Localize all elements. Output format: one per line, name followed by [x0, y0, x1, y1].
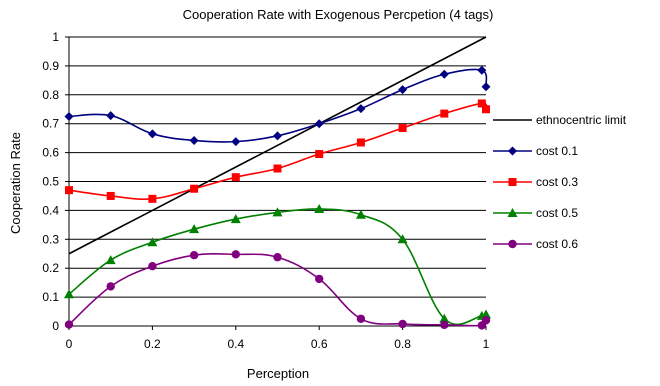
data-point — [356, 104, 366, 114]
series-cost-0-6 — [64, 250, 491, 330]
data-point — [314, 119, 324, 129]
data-point — [231, 173, 240, 182]
data-point — [440, 109, 449, 118]
chart-title: Cooperation Rate with Exogenous Percpeti… — [183, 7, 494, 22]
y-tick-label: 1 — [52, 30, 59, 44]
data-point — [440, 320, 449, 330]
series-line — [68, 36, 487, 255]
y-tick-label: 0.7 — [42, 117, 59, 131]
data-point — [439, 313, 450, 323]
series-ethnocentric-limit — [68, 36, 487, 255]
x-tick-label: 0 — [66, 337, 73, 351]
y-tick-label: 0.1 — [42, 290, 59, 304]
data-point — [148, 261, 157, 271]
series-cost-0-3 — [65, 99, 490, 203]
legend-item: cost 0.6 — [493, 237, 578, 251]
x-tick-label: 0.2 — [144, 337, 161, 351]
data-point — [273, 164, 282, 173]
series-line — [68, 68, 488, 143]
legend-label: cost 0.3 — [536, 175, 578, 189]
data-point — [477, 99, 486, 108]
data-point — [105, 255, 116, 265]
data-point — [147, 237, 158, 247]
legend: ethnocentric limit cost 0.1 cost 0.3 cost 0… — [493, 113, 627, 251]
data-point — [273, 253, 282, 262]
data-point — [230, 214, 241, 224]
data-point — [106, 282, 115, 291]
data-point — [482, 105, 490, 114]
series-line — [68, 253, 488, 327]
data-point — [231, 137, 241, 147]
y-tick-label: 0.9 — [42, 59, 59, 73]
legend-marker — [507, 208, 518, 217]
y-tick-label: 0.6 — [42, 146, 59, 160]
data-point — [189, 224, 200, 234]
legend-marker — [508, 146, 517, 156]
data-point — [355, 209, 366, 219]
data-point — [189, 135, 199, 145]
series-layer — [64, 36, 491, 330]
x-tick-label: 0.6 — [311, 337, 328, 351]
x-tick-label: 0.4 — [227, 337, 244, 351]
data-point — [439, 69, 449, 79]
data-point — [481, 82, 491, 92]
data-point — [148, 194, 157, 203]
data-point — [481, 316, 491, 325]
y-tick-label: 0.2 — [42, 261, 59, 275]
data-point — [273, 131, 282, 141]
data-point — [477, 65, 487, 75]
data-point — [356, 314, 366, 323]
data-point — [106, 191, 115, 200]
data-point — [481, 309, 491, 319]
data-point — [64, 289, 74, 299]
data-point — [398, 319, 407, 329]
legend-item: ethnocentric limit — [493, 113, 627, 127]
tick-labels: 0 0.1 0.2 0.3 0.4 0.5 0.6 0.7 0.8 0.9 1 0 0.2 0.4 0.6 0… — [42, 30, 489, 351]
grid-lines — [69, 36, 486, 298]
series-cost-0-1 — [64, 65, 491, 147]
x-tick-label: 1 — [483, 337, 490, 351]
legend-label: cost 0.5 — [536, 206, 578, 220]
data-point — [315, 274, 324, 284]
legend-item: cost 0.1 — [493, 144, 578, 158]
data-point — [231, 250, 240, 259]
legend-label: cost 0.6 — [536, 237, 578, 251]
legend-item: cost 0.3 — [493, 175, 578, 189]
series-cost-0-5 — [64, 203, 491, 326]
y-tick-label: 0.5 — [42, 175, 59, 189]
x-tick-label: 0.8 — [394, 337, 411, 351]
data-point — [398, 85, 408, 95]
series-line — [68, 208, 488, 326]
data-point — [189, 250, 199, 260]
series-line — [68, 102, 488, 200]
data-point — [64, 320, 74, 329]
data-point — [106, 111, 116, 121]
y-tick-label: 0.4 — [42, 203, 59, 217]
legend-marker — [508, 178, 517, 186]
data-point — [315, 150, 324, 159]
data-point — [356, 138, 365, 147]
y-tick-label: 0.8 — [42, 88, 59, 102]
legend-marker — [508, 239, 517, 249]
data-point — [272, 207, 283, 217]
data-point — [147, 129, 157, 139]
y-axis-label: Cooperation Rate — [8, 132, 23, 234]
data-point — [398, 124, 407, 133]
data-point — [190, 184, 199, 193]
data-point — [65, 186, 73, 195]
y-tick-label: 0 — [52, 319, 59, 333]
legend-label: cost 0.1 — [536, 144, 578, 158]
data-point — [397, 234, 408, 244]
x-axis-label: Perception — [247, 366, 309, 381]
legend-item: cost 0.5 — [493, 206, 578, 220]
data-point — [64, 111, 74, 121]
data-point — [314, 203, 325, 213]
y-tick-label: 0.3 — [42, 232, 59, 246]
legend-label: ethnocentric limit — [536, 113, 627, 127]
